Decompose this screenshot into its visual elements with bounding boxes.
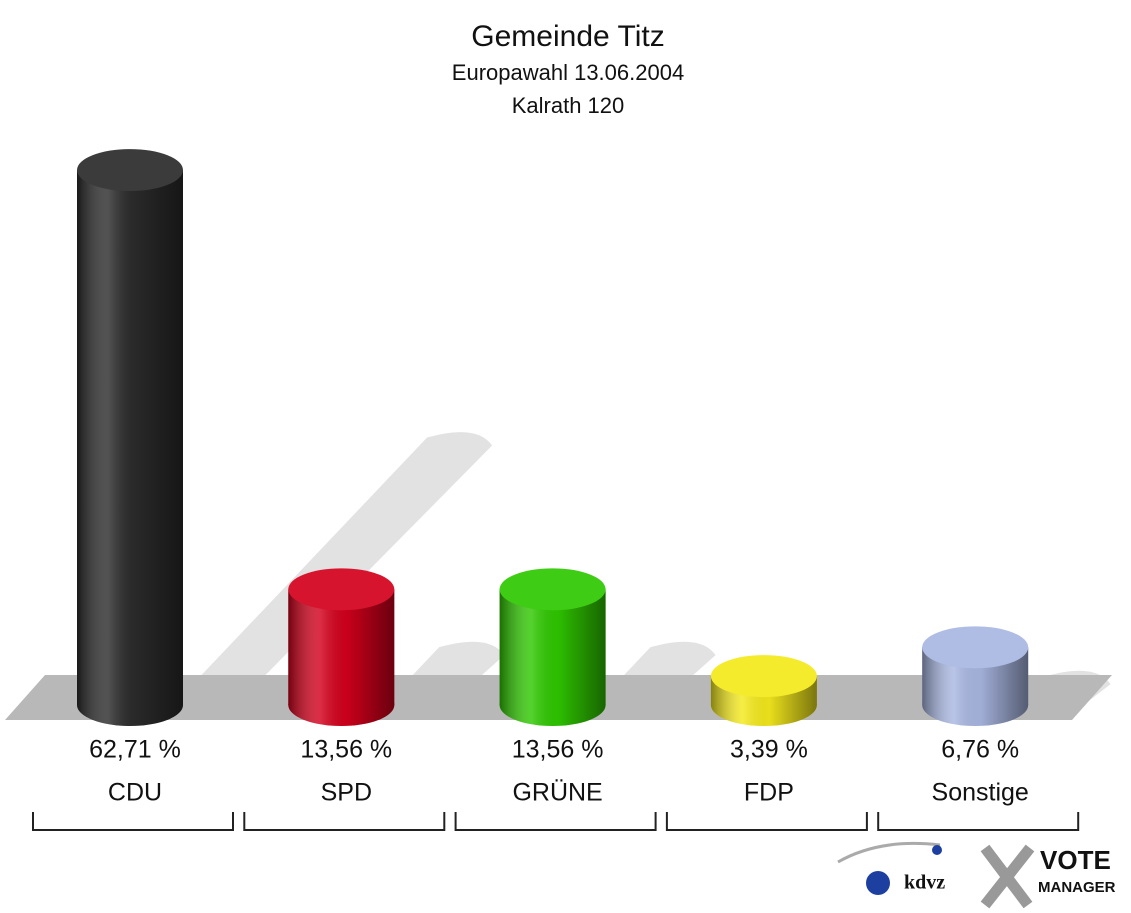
x-tick-label: GRÜNE xyxy=(512,779,602,807)
bar-top xyxy=(922,626,1029,669)
value-label: 62,71 % xyxy=(89,736,181,764)
logo-swoosh xyxy=(837,841,941,864)
category-bracket xyxy=(243,812,446,831)
chart-subtitle: Europawahl 13.06.2004 xyxy=(452,60,684,85)
value-label: 13,56 % xyxy=(300,736,392,764)
value-label: 13,56 % xyxy=(512,736,604,764)
logo-manager: MANAGER xyxy=(1038,879,1116,896)
bars xyxy=(77,149,1029,726)
x-tick-label: Sonstige xyxy=(932,779,1029,807)
category-bracket xyxy=(665,812,868,831)
bar-top-light xyxy=(922,626,1029,669)
logo-dot xyxy=(932,845,942,855)
logo: kdvz VOTE MANAGER xyxy=(837,841,1116,909)
bar xyxy=(922,626,1029,726)
bar-top-light xyxy=(288,568,395,611)
value-label: 3,39 % xyxy=(730,736,808,764)
bar-top-light xyxy=(710,655,817,698)
bar-top xyxy=(77,149,183,192)
logo-kdvz: kdvz xyxy=(904,872,945,894)
bar xyxy=(710,655,817,726)
chart-annotation: Kalrath 120 xyxy=(512,93,625,118)
category-bracket xyxy=(454,812,657,831)
x-tick-label: SPD xyxy=(321,779,372,807)
bar xyxy=(77,149,183,726)
x-tick-label: FDP xyxy=(744,779,794,807)
logo-dot xyxy=(866,871,890,895)
value-label: 6,76 % xyxy=(941,736,1019,764)
category-bracket xyxy=(877,812,1080,831)
logo-x xyxy=(980,844,1035,909)
bar xyxy=(499,568,606,726)
x-tick-label: CDU xyxy=(108,779,162,807)
category-bracket xyxy=(32,812,234,831)
chart-title: Gemeinde Titz xyxy=(471,20,664,53)
logo-vote: VOTE xyxy=(1040,845,1111,875)
bar-top-light xyxy=(499,568,606,611)
bar-body-shade xyxy=(77,170,183,706)
bar xyxy=(288,568,395,726)
bar-top xyxy=(499,568,606,611)
bar-top xyxy=(288,568,395,611)
bar-top xyxy=(710,655,817,698)
bar-top-light xyxy=(77,149,183,192)
